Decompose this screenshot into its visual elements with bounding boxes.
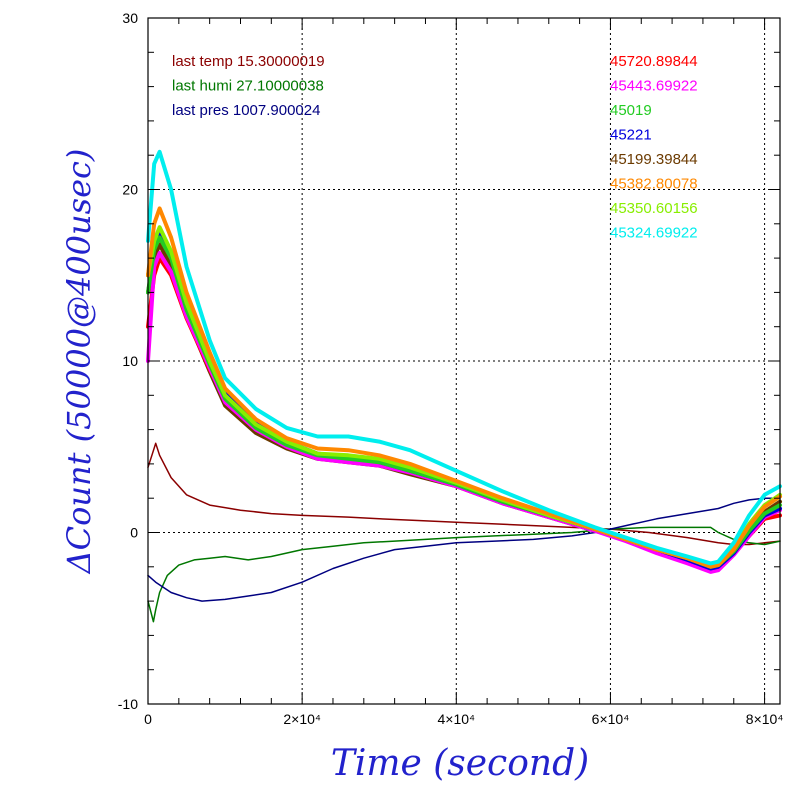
legend-entry: 45350.60156: [610, 200, 698, 217]
legend-entry: 45221: [610, 127, 652, 144]
legend: last temp 15.30000019 last humi 27.100000…: [172, 53, 698, 242]
series-group: [146, 149, 782, 623]
x-tick-label: 0: [144, 711, 152, 727]
legend-entry: 45324.69922: [610, 225, 698, 242]
series-line: [147, 526, 781, 623]
y-tick-label: 10: [122, 353, 138, 369]
legend-entry: 45382.80078: [610, 176, 698, 193]
y-tick-label: -10: [118, 696, 138, 712]
y-tick-label: 30: [122, 10, 138, 26]
grid-lines: [148, 18, 780, 704]
series-line: [146, 149, 782, 566]
legend-entry: 45019: [610, 102, 652, 119]
legend-entry: last humi 27.10000038: [172, 78, 324, 95]
series-line: [147, 442, 781, 546]
y-tick-label: 20: [122, 182, 138, 198]
series-line: [146, 206, 782, 569]
y-tick-label: 0: [130, 525, 138, 541]
x-axis-title: Time (second): [331, 743, 589, 784]
x-tick-label: 6×10⁴: [592, 711, 630, 727]
legend-entry: last pres 1007.900024: [172, 102, 320, 119]
tick-marks: [147, 17, 780, 705]
tick-labels: 0 2×10⁴ 4×10⁴ 6×10⁴ 8×10⁴ -10 0 10 20 30: [118, 10, 784, 727]
x-tick-label: 4×10⁴: [438, 711, 476, 727]
legend-entry: 45443.69922: [610, 78, 698, 95]
legend-entry: 45199.39844: [610, 151, 698, 168]
legend-entry: last temp 15.30000019: [172, 53, 325, 70]
series-line: [147, 497, 781, 602]
y-axis-title: ΔCount (50000@400usec): [60, 149, 98, 576]
legend-entry: 45720.89844: [610, 53, 698, 70]
x-tick-label: 8×10⁴: [746, 711, 784, 727]
x-tick-label: 2×10⁴: [283, 711, 321, 727]
